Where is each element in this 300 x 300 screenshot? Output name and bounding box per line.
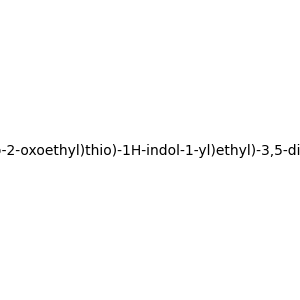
Text: N-(2-(3-((2-amino-2-oxoethyl)thio)-1H-indol-1-yl)ethyl)-3,5-dimethylbenzamide: N-(2-(3-((2-amino-2-oxoethyl)thio)-1H-in…: [0, 145, 300, 158]
